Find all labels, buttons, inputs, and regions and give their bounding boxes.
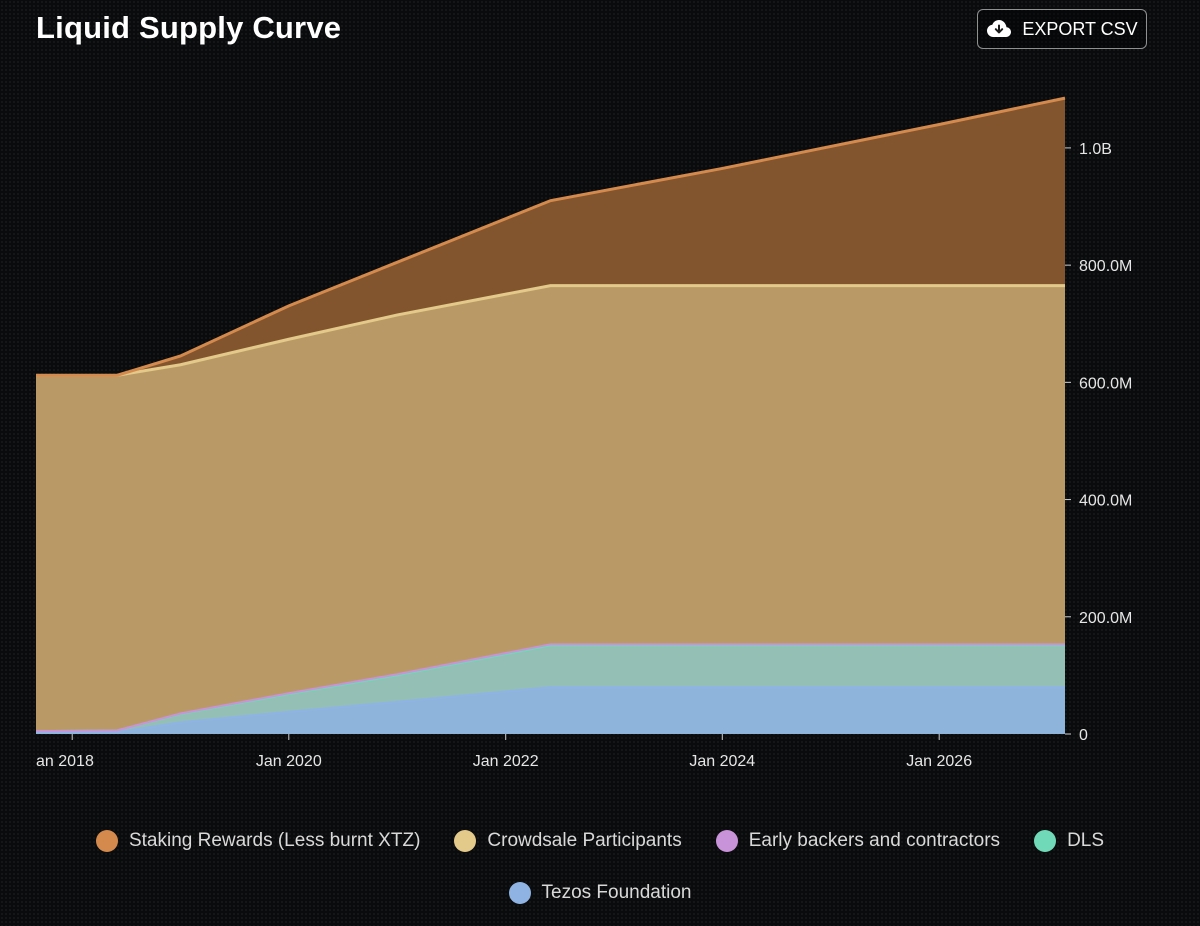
line-staking-rewards-less-burnt-xtz xyxy=(36,96,1066,377)
x-tick-label: an 2018 xyxy=(36,753,94,770)
y-tick-label: 600.0M xyxy=(1079,375,1132,392)
legend-label: DLS xyxy=(1067,830,1105,851)
legend-label: Crowdsale Participants xyxy=(487,830,682,851)
y-axis: 0 200.0M 400.0M 600.0M 800.0M 1.0B xyxy=(1065,141,1132,744)
legend-label: Staking Rewards (Less burnt XTZ) xyxy=(128,830,421,851)
legend-label: Tezos Foundation xyxy=(541,882,692,903)
y-tick-label: 800.0M xyxy=(1079,258,1132,275)
export-csv-label: EXPORT CSV xyxy=(1022,18,1138,39)
area-crowdsale-participants xyxy=(36,285,1065,732)
legend-item[interactable]: Crowdsale Participants xyxy=(454,826,682,856)
y-tick-label: 200.0M xyxy=(1079,610,1132,627)
x-axis: an 2018 Jan 2020 Jan 2022 Jan 2024 Jan 2026 xyxy=(36,734,972,770)
legend-swatch-icon xyxy=(1034,830,1057,852)
export-csv-button[interactable]: EXPORT CSV xyxy=(977,9,1147,49)
line-early-backers-and-contractors xyxy=(35,643,1065,733)
area-tezos-foundation xyxy=(36,687,1065,734)
legend-label: Early backers and contractors xyxy=(748,830,1001,851)
area-top-lines xyxy=(35,96,1066,734)
x-tick-label: Jan 2024 xyxy=(689,753,755,770)
x-tick-label: Jan 2020 xyxy=(256,753,322,770)
y-tick-label: 0 xyxy=(1079,727,1088,744)
page-title: Liquid Supply Curve xyxy=(36,10,342,45)
legend-swatch-icon xyxy=(715,830,738,852)
line-tezos-foundation xyxy=(36,686,1065,734)
x-tick-label: Jan 2022 xyxy=(473,753,539,770)
area-staking-rewards-less-burnt-xtz xyxy=(36,98,1065,376)
area-layers xyxy=(36,98,1065,734)
line-crowdsale-participants xyxy=(36,284,1065,377)
chart-legend: Staking Rewards (Less burnt XTZ) Crowdsal… xyxy=(0,826,1175,908)
x-tick-label: Jan 2026 xyxy=(906,753,972,770)
y-tick-label: 1.0B xyxy=(1079,141,1112,158)
legend-item[interactable]: Staking Rewards (Less burnt XTZ) xyxy=(95,826,421,856)
cloud-download-icon xyxy=(986,19,1012,39)
legend-swatch-icon xyxy=(508,882,531,904)
y-tick-label: 400.0M xyxy=(1079,493,1132,510)
legend-item[interactable]: DLS xyxy=(1034,826,1104,856)
legend-item[interactable]: Tezos Foundation xyxy=(508,878,692,908)
legend-swatch-icon xyxy=(95,830,118,852)
legend-item[interactable]: Early backers and contractors xyxy=(715,826,1001,856)
legend-swatch-icon xyxy=(454,830,477,852)
